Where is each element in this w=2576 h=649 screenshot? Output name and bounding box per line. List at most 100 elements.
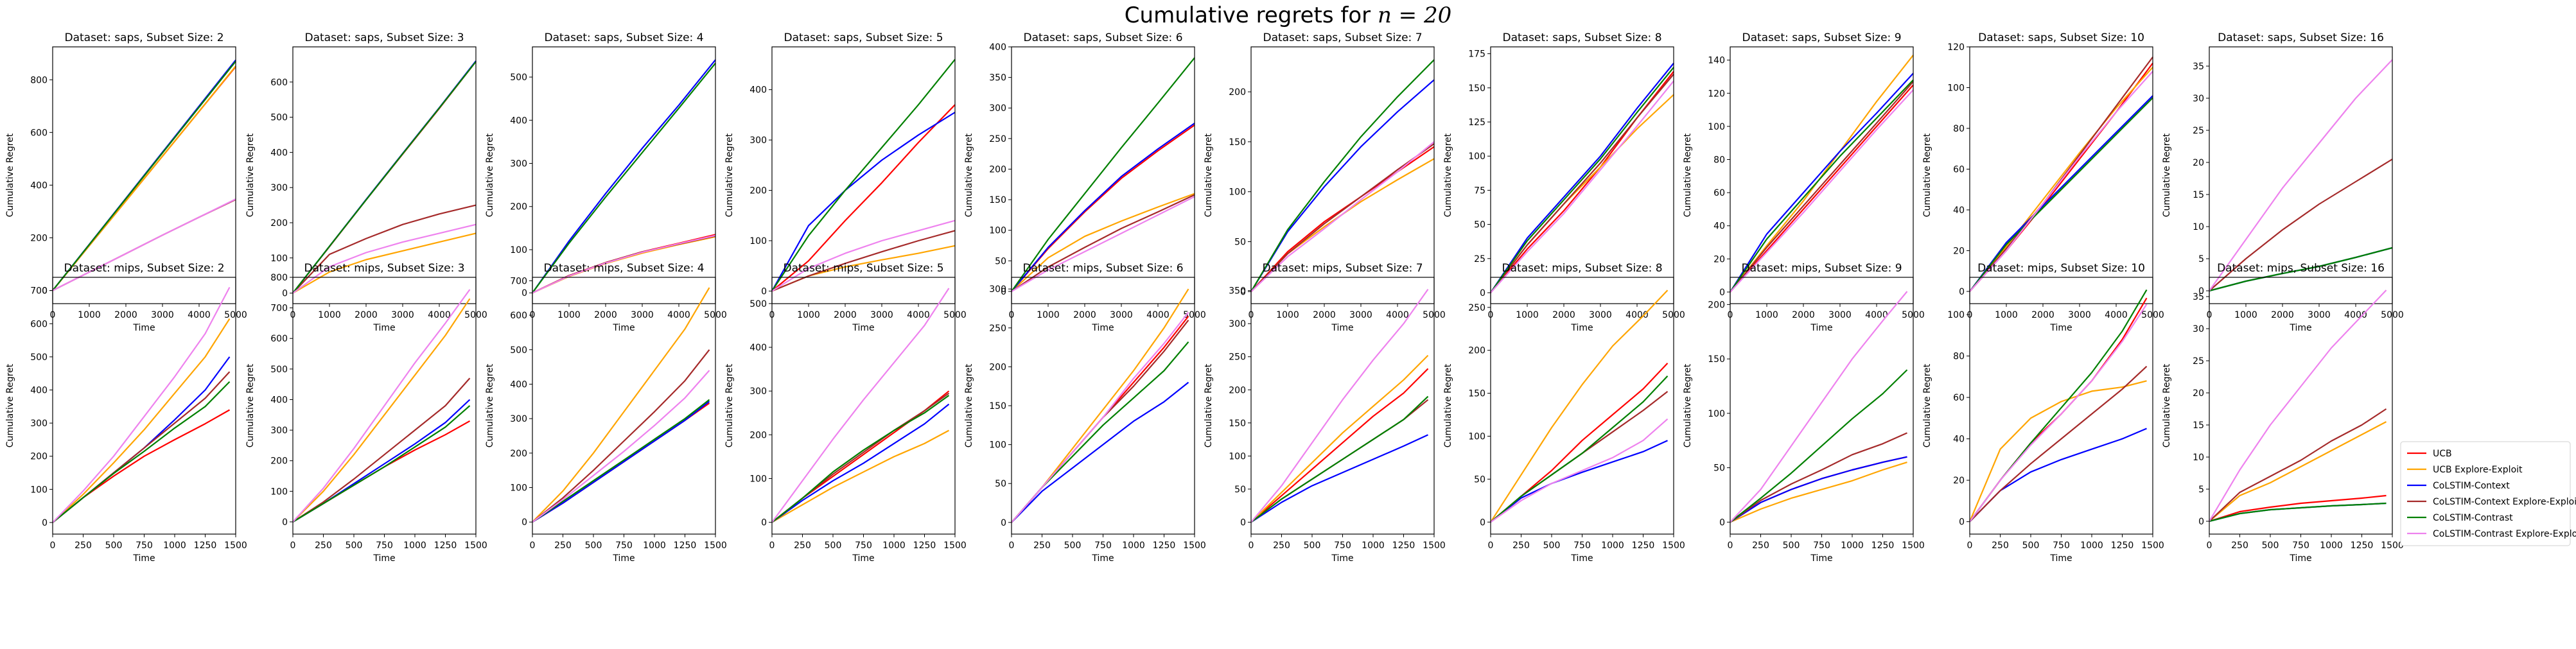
chart-11-xtick-label: 500 (105, 541, 123, 551)
chart-13-series-colstim-context-explore-exploit (532, 349, 710, 523)
chart-17-panel: Dataset: mips, Subset Size: 80 250 500 750 1… (1443, 262, 1685, 564)
chart-1-panel: Dataset: saps, Subset Size: 2 0 1000 2000 30… (5, 31, 247, 333)
chart-5-xtick-label: 3000 (1110, 310, 1133, 320)
chart-16-series-colstim-contrast (1250, 395, 1429, 523)
chart-19-xtick-label: 250 (1992, 541, 2009, 551)
chart-3-xlabel: Time (612, 323, 635, 333)
chart-11-panel: Dataset: mips, Subset Size: 2 0 250 500 750 1… (5, 262, 247, 564)
chart-6-panel: Dataset: saps, Subset Size: 7 0 1000 2000 30… (1204, 31, 1446, 333)
chart-17-ytick-label: 100 (1468, 431, 1485, 442)
chart-13-xtick-label: 0 (530, 541, 536, 551)
chart-7-ytick-label: 50 (1474, 220, 1485, 230)
chart-3-xtick-label: 2000 (594, 310, 617, 320)
chart-14-ytick-label: 400 (749, 343, 767, 353)
chart-12-xtick-label: 0 (290, 541, 296, 551)
chart-18-xtick-label: 1000 (1841, 541, 1864, 551)
chart-2-ytick-label: 300 (270, 183, 288, 193)
chart-19-ytick-label: 100 (1947, 310, 1965, 320)
chart-9-panel: Dataset: saps, Subset Size: 10 0 1000 2000 3… (1922, 31, 2164, 333)
chart-6-ytick-label: 200 (1229, 87, 1246, 98)
chart-20-series-colstim-contrast (2209, 502, 2387, 523)
chart-13-ytick-label: 400 (510, 379, 527, 390)
chart-15-ytick-label: 0 (1001, 518, 1006, 528)
chart-4-series-ucb (771, 104, 956, 292)
chart-17-ytick-label: 0 (1480, 517, 1485, 528)
chart-10-ytick-label: 15 (2193, 190, 2204, 200)
chart-18-ytick-label: 50 (1713, 463, 1725, 474)
chart-10-ytick-label: 25 (2193, 126, 2204, 136)
chart-10-panel: Dataset: saps, Subset Size: 16 0 1000 2000 3… (2162, 31, 2404, 333)
chart-8-ytick-label: 120 (1708, 89, 1725, 99)
chart-4-series-colstim-context-explore-exploit (771, 230, 956, 292)
chart-6-title: Dataset: saps, Subset Size: 7 (1263, 31, 1422, 44)
chart-2-ytick-label: 0 (282, 289, 288, 299)
chart-12-xtick-label: 1000 (403, 541, 426, 551)
chart-11-ytick-label: 100 (30, 485, 48, 495)
chart-15-xtick-label: 750 (1094, 541, 1112, 551)
chart-16-ytick-label: 200 (1229, 385, 1246, 395)
chart-17-ytick-label: 200 (1468, 346, 1485, 356)
chart-12-ytick-label: 200 (270, 456, 288, 467)
chart-6-series-colstim-contrast (1250, 59, 1435, 292)
chart-16-ytick-label: 300 (1229, 319, 1246, 329)
chart-15-series-colstim-contrast-explore-exploit (1011, 311, 1189, 523)
chart-10-title: Dataset: saps, Subset Size: 16 (2218, 31, 2384, 44)
chart-19-xtick-label: 1000 (2080, 541, 2103, 551)
legend-label-colstim-context-explore-exploit: CoLSTIM-Context Explore-Exploit (2433, 497, 2576, 507)
chart-9-xlabel: Time (2049, 323, 2072, 333)
chart-16-ytick-label: 0 (1240, 517, 1246, 528)
chart-2-xtick-label: 4000 (428, 310, 451, 320)
chart-2-frame (292, 46, 477, 304)
chart-10-ytick-label: 35 (2193, 62, 2204, 72)
figure-title-prefix: Cumulative regrets for (1124, 3, 1378, 28)
chart-10-frame (2209, 46, 2393, 304)
chart-17-xtick-label: 1000 (1601, 541, 1624, 551)
chart-17-frame (1490, 277, 1674, 535)
chart-3-xtick-label: 4000 (667, 310, 690, 320)
chart-13-xtick-label: 500 (585, 541, 602, 551)
chart-4-xlabel: Time (852, 323, 874, 333)
chart-10-xtick-label: 3000 (2308, 310, 2331, 320)
chart-2-xtick-label: 1000 (318, 310, 341, 320)
chart-17-xtick-label: 1500 (1662, 541, 1685, 551)
chart-16-series-colstim-contrast-explore-exploit (1250, 288, 1429, 523)
chart-2-series-colstim-context-explore-exploit (292, 204, 477, 294)
chart-20-ytick-label: 5 (2198, 485, 2204, 495)
chart-12-ytick-label: 700 (270, 304, 288, 314)
chart-7-frame (1490, 46, 1674, 304)
chart-7-xtick-label: 3000 (1589, 310, 1612, 320)
chart-13-series-colstim-context (532, 401, 710, 523)
chart-19-xtick-label: 1500 (2141, 541, 2164, 551)
chart-12-series-ucb (292, 420, 471, 523)
chart-10-ylabel: Cumulative Regret (2162, 133, 2172, 217)
chart-10-xtick-label: 4000 (2344, 310, 2367, 320)
chart-9-xtick-label: 2000 (2031, 310, 2055, 320)
chart-17-xlabel: Time (1570, 553, 1593, 564)
chart-20-title: Dataset: mips, Subset Size: 16 (2217, 262, 2385, 275)
chart-11-series-ucb-explore-exploit (52, 318, 231, 523)
chart-1-ylabel: Cumulative Regret (5, 133, 15, 217)
chart-7-xlabel: Time (1570, 323, 1593, 333)
chart-17-series-colstim-context (1490, 440, 1668, 523)
chart-17-xtick-label: 500 (1543, 541, 1561, 551)
chart-1-ytick-label: 800 (30, 75, 48, 85)
chart-12-ytick-label: 0 (282, 517, 288, 528)
chart-16-ytick-label: 150 (1229, 419, 1246, 429)
chart-1-xlabel: Time (132, 323, 155, 333)
chart-4-xtick-label: 4000 (907, 310, 930, 320)
chart-3-ytick-label: 300 (510, 159, 527, 169)
chart-5-xtick-label: 2000 (1073, 310, 1096, 320)
chart-16-xtick-label: 750 (1334, 541, 1351, 551)
chart-12-ytick-label: 100 (270, 487, 288, 497)
chart-19-ytick-label: 60 (1953, 393, 1965, 403)
chart-6-ytick-label: 150 (1229, 137, 1246, 148)
legend-label-colstim-context: CoLSTIM-Context (2433, 481, 2510, 491)
chart-5-panel: Dataset: saps, Subset Size: 6 0 1000 2000 30… (964, 31, 1206, 333)
chart-3-ytick-label: 100 (510, 245, 527, 255)
chart-6-xlabel: Time (1331, 323, 1353, 333)
chart-20-xtick-label: 1000 (2320, 541, 2343, 551)
chart-8-series-colstim-context-explore-exploit (1730, 81, 1914, 293)
chart-6-xtick-label: 4000 (1386, 310, 1409, 320)
chart-8-frame (1730, 46, 1914, 304)
chart-7-ytick-label: 75 (1474, 186, 1485, 196)
